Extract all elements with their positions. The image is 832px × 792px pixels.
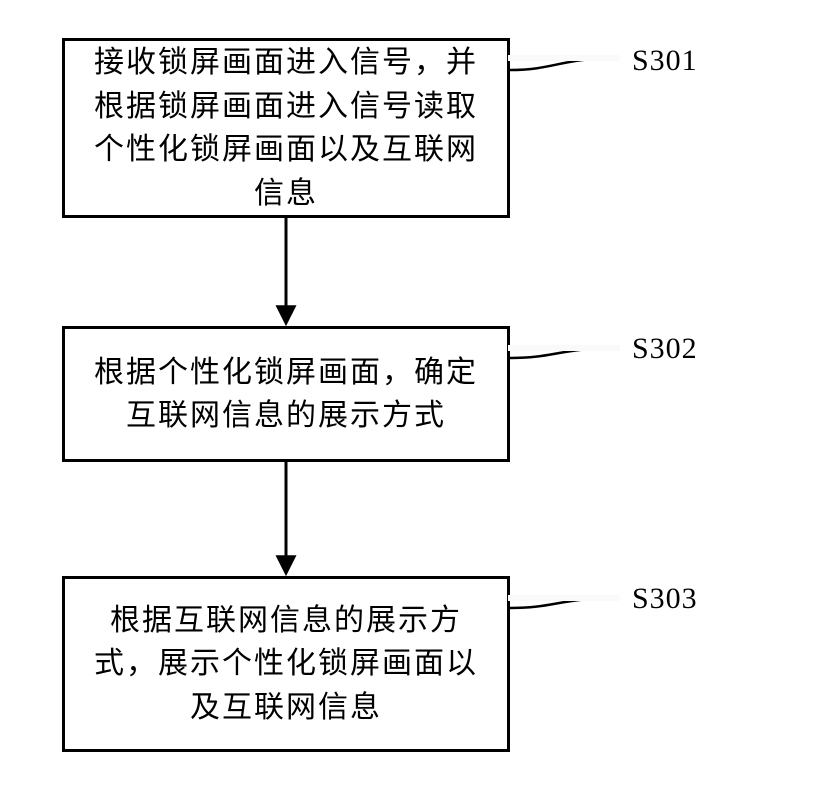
flowchart-edges [0,0,832,792]
flowchart-canvas: 接收锁屏画面进入信号，并根据锁屏画面进入信号读取个性化锁屏画面以及互联网信息 S… [0,0,832,792]
